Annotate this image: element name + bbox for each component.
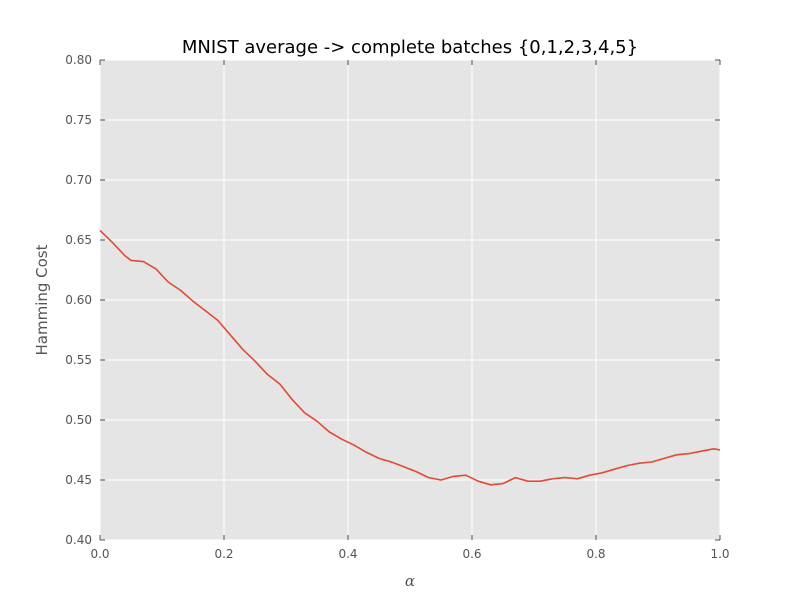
y-tick-label: 0.75 — [65, 113, 92, 127]
series-line — [99, 229, 721, 486]
x-axis-label: α — [405, 572, 415, 590]
x-tick-label: 1.0 — [710, 547, 729, 561]
chart-title: MNIST average -> complete batches {0,1,2… — [182, 37, 638, 58]
x-tick-label: 0.8 — [586, 547, 605, 561]
y-tick-label: 0.70 — [65, 173, 92, 187]
y-tick-label: 0.80 — [65, 53, 92, 67]
y-tick-labels: 0.40 0.45 0.50 0.55 0.60 0.65 0.70 0.75 0.80 — [65, 53, 92, 547]
x-tick-labels: 0.0 0.2 0.4 0.6 0.8 1.0 — [90, 547, 729, 561]
y-tick-label: 0.40 — [65, 533, 92, 547]
y-tick-label: 0.60 — [65, 293, 92, 307]
x-tick-label: 0.4 — [338, 547, 357, 561]
x-tick-label: 0.6 — [462, 547, 481, 561]
ticks — [99, 59, 721, 541]
y-tick-label: 0.45 — [65, 473, 92, 487]
y-axis-label: Hamming Cost — [33, 244, 51, 355]
y-tick-label: 0.55 — [65, 353, 92, 367]
x-tick-label: 0.0 — [90, 547, 109, 561]
y-tick-label: 0.50 — [65, 413, 92, 427]
x-tick-label: 0.2 — [214, 547, 233, 561]
y-tick-label: 0.65 — [65, 233, 92, 247]
grid — [99, 59, 721, 541]
